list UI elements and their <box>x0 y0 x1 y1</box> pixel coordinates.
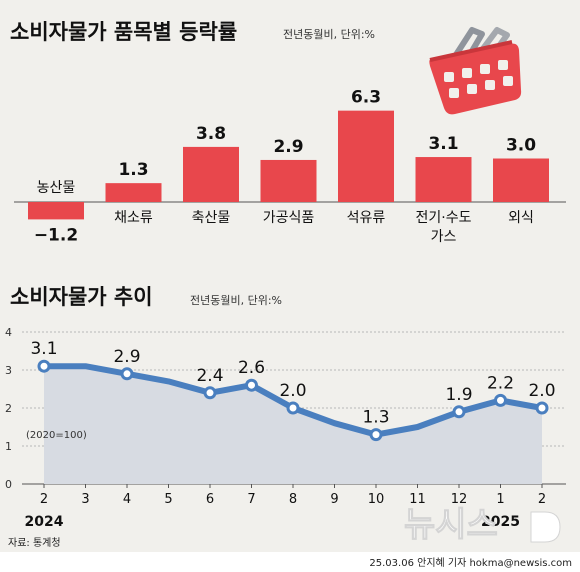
x-tick-label: 12 <box>451 492 468 507</box>
x-tick-label: 5 <box>164 492 172 507</box>
bar-category-label: 축산물 <box>192 210 231 226</box>
source-note: 자료: 통계청 <box>8 537 61 549</box>
top-chart-title: 소비자물가 품목별 등락률 <box>10 20 237 44</box>
data-point-label: 2.0 <box>279 381 306 401</box>
y-tick-label: 1 <box>5 440 12 453</box>
y-tick-label: 2 <box>5 402 12 415</box>
data-point <box>535 401 549 415</box>
data-point <box>369 428 383 442</box>
bar <box>415 157 472 202</box>
data-point <box>203 386 217 400</box>
data-point-label: 2.9 <box>113 347 140 367</box>
bar-value-label: 6.3 <box>351 88 381 108</box>
x-tick-label: 6 <box>206 492 214 507</box>
bar-category-label: 전기·수도 <box>416 210 472 226</box>
year-label: 2025 <box>481 514 520 530</box>
data-point-label: 2.6 <box>238 358 265 378</box>
x-tick-label: 2 <box>40 492 48 507</box>
bar-value-label: 2.9 <box>273 137 303 157</box>
bar-value-label: −1.2 <box>34 225 78 245</box>
data-point-label: 2.0 <box>528 381 555 401</box>
top-chart-unit: 전년동월비, 단위:% <box>283 28 375 41</box>
bar <box>105 183 162 202</box>
year-label: 2024 <box>25 514 64 530</box>
bottom-chart-title: 소비자물가 추이 <box>10 285 153 309</box>
data-point-label: 2.4 <box>196 366 223 386</box>
bar <box>493 158 549 202</box>
bar <box>28 202 84 220</box>
byline: 25.03.06 안지혜 기자 hokma@newsis.com <box>369 557 572 569</box>
x-tick-label: 8 <box>289 492 297 507</box>
bar <box>183 146 239 202</box>
bar-category-label: 가스 <box>431 229 457 245</box>
x-tick-label: 11 <box>409 492 426 507</box>
bar-category-label: 외식 <box>508 210 534 226</box>
x-tick-label: 7 <box>247 492 255 507</box>
bar-category-label: 가공식품 <box>263 210 315 226</box>
x-tick-label: 3 <box>81 492 89 507</box>
y-tick-label: 0 <box>5 478 12 491</box>
data-point <box>245 378 258 392</box>
x-tick-label: 10 <box>368 492 385 507</box>
shopping-basket-icon <box>429 27 522 115</box>
y-tick-label: 4 <box>5 326 12 339</box>
bar-category-label: 채소류 <box>114 210 153 226</box>
watermark-logo: 뉴시스 <box>404 505 498 545</box>
data-point <box>452 405 466 419</box>
x-tick-label: 2 <box>538 492 546 507</box>
category-bar-chart: −1.2 농산물 1.3 채소류 3.8 축산물 2.9 가공식품 6.3 석유류 3.1 전기·수도… <box>14 88 566 245</box>
data-point-label: 1.9 <box>445 385 472 405</box>
x-tick-label: 4 <box>123 492 131 507</box>
bar-value-label: 3.0 <box>506 136 536 156</box>
footer-strip <box>0 552 580 572</box>
data-point <box>286 401 300 415</box>
base-year-note: (2020=100) <box>26 430 87 441</box>
bar-category-label: 석유류 <box>347 210 386 226</box>
area-fill <box>44 366 542 484</box>
data-point-label: 2.2 <box>487 373 514 393</box>
data-point <box>494 393 507 407</box>
bottom-chart-unit: 전년동월비, 단위:% <box>190 294 282 307</box>
bar-value-label: 1.3 <box>118 160 148 180</box>
x-tick-label: 9 <box>330 492 338 507</box>
data-point-label: 3.1 <box>30 339 57 359</box>
bar <box>260 159 317 202</box>
data-point <box>120 367 134 381</box>
x-tick-label: 1 <box>496 492 504 507</box>
data-point-label: 1.3 <box>362 408 389 428</box>
bar-value-label: 3.1 <box>428 134 458 154</box>
y-tick-label: 3 <box>5 364 12 377</box>
bar-category-label: 농산물 <box>37 180 76 196</box>
watermark-mark <box>530 511 561 543</box>
data-point <box>37 359 51 373</box>
bar <box>338 110 394 202</box>
bar-value-label: 3.8 <box>196 124 226 144</box>
